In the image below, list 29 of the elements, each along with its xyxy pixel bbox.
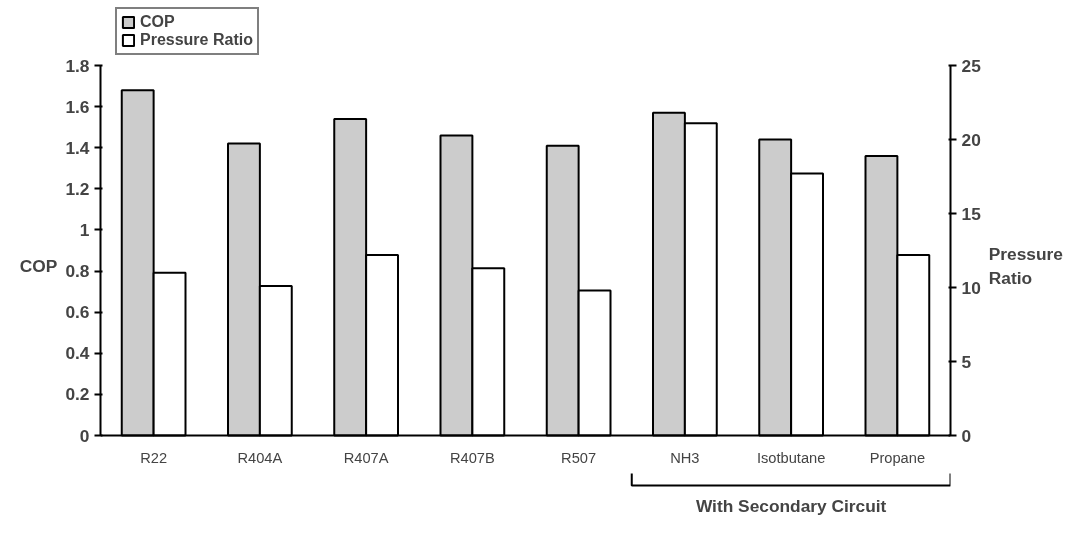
y-tick-label: 0.4 (65, 343, 90, 364)
y2-tick-label: 10 (961, 277, 981, 298)
y-tick-label: 1.6 (65, 96, 90, 117)
y-tick-label: 1 (79, 219, 90, 240)
y-tick-label: 0 (79, 425, 90, 446)
x-tick-label: Isotbutane (756, 449, 826, 466)
y2-tick-label: 0 (961, 425, 972, 446)
x-tick-label: R407A (343, 449, 389, 466)
y-tick-label: 1.8 (65, 55, 90, 76)
y2-tick-label: 20 (961, 129, 981, 150)
y-tick-label: 0.8 (65, 261, 90, 282)
x-tick-label: R22 (140, 449, 168, 466)
y-tick-label: 0.2 (65, 384, 90, 405)
y-tick-label: 0.6 (65, 302, 90, 323)
y2-tick-label: 15 (961, 203, 982, 224)
y2-tick-label: 5 (961, 351, 972, 372)
text: With Secondary Circuit (695, 495, 887, 516)
y-tick-label: 1.2 (65, 178, 90, 199)
legend-label: COP (140, 13, 175, 31)
x-tick-label: Propane (869, 449, 926, 466)
x-tick-label: R404A (237, 449, 283, 466)
y2-tick-label: 25 (961, 55, 982, 76)
x-tick-label: NH3 (670, 449, 700, 466)
x-tick-label: R507 (561, 449, 597, 466)
y2-axis-title: Pressure Ratio (988, 243, 1064, 288)
legend-label: Pressure Ratio (140, 31, 253, 49)
y-tick-label: 1.4 (65, 137, 90, 158)
x-tick-label: R407B (449, 449, 495, 466)
y-axis-title: COP (19, 255, 58, 276)
